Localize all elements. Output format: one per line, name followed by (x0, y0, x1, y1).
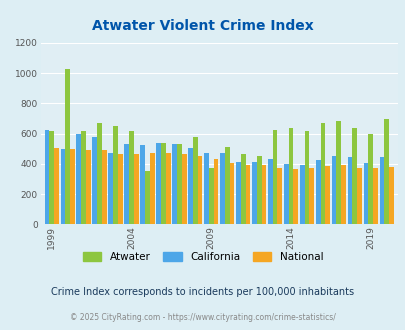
Bar (309, 168, 313, 224)
Bar (367, 134, 372, 224)
Text: Atwater Violent Crime Index: Atwater Violent Crime Index (92, 19, 313, 33)
Bar (388, 167, 393, 224)
Bar (304, 131, 309, 224)
Bar (113, 126, 118, 224)
Bar (149, 153, 154, 224)
Bar (208, 168, 213, 224)
Bar (315, 160, 320, 224)
Bar (224, 147, 229, 224)
Bar (118, 154, 122, 224)
Bar (272, 130, 277, 224)
Bar (252, 162, 256, 224)
Bar (320, 123, 324, 224)
Bar (108, 153, 113, 224)
Bar (341, 165, 345, 224)
Bar (384, 119, 388, 224)
Bar (283, 164, 288, 224)
Bar (347, 157, 352, 224)
Bar (129, 131, 134, 224)
Bar (240, 154, 245, 224)
Bar (356, 168, 361, 224)
Bar (267, 159, 272, 224)
Bar (379, 157, 384, 224)
Bar (197, 155, 202, 224)
Bar (220, 152, 224, 224)
Bar (293, 169, 297, 224)
Bar (86, 149, 91, 224)
Bar (60, 149, 65, 224)
Bar (177, 144, 181, 224)
Bar (97, 123, 102, 224)
Bar (65, 69, 70, 224)
Bar (134, 154, 139, 224)
Bar (81, 131, 86, 224)
Bar (331, 156, 336, 224)
Bar (229, 163, 234, 224)
Bar (256, 155, 261, 224)
Bar (140, 145, 145, 224)
Bar (324, 166, 329, 224)
Bar (49, 131, 54, 224)
Bar (102, 150, 107, 224)
Bar (288, 128, 293, 224)
Bar (161, 144, 165, 224)
Legend: Atwater, California, National: Atwater, California, National (78, 248, 327, 266)
Bar (352, 128, 356, 224)
Bar (76, 134, 81, 224)
Bar (92, 137, 97, 224)
Bar (213, 159, 218, 224)
Bar (245, 165, 250, 224)
Bar (165, 152, 170, 224)
Bar (124, 144, 129, 224)
Bar (372, 168, 377, 224)
Bar (299, 165, 304, 224)
Text: © 2025 CityRating.com - https://www.cityrating.com/crime-statistics/: © 2025 CityRating.com - https://www.city… (70, 313, 335, 322)
Bar (261, 165, 266, 224)
Bar (70, 149, 75, 224)
Text: Crime Index corresponds to incidents per 100,000 inhabitants: Crime Index corresponds to incidents per… (51, 287, 354, 297)
Bar (192, 137, 197, 224)
Bar (277, 168, 281, 224)
Bar (172, 144, 177, 224)
Bar (235, 162, 240, 224)
Bar (204, 153, 208, 224)
Bar (188, 148, 192, 224)
Bar (156, 144, 161, 224)
Bar (45, 130, 49, 224)
Bar (336, 121, 341, 224)
Bar (54, 148, 59, 224)
Bar (181, 154, 186, 224)
Bar (145, 172, 149, 224)
Bar (363, 163, 367, 224)
